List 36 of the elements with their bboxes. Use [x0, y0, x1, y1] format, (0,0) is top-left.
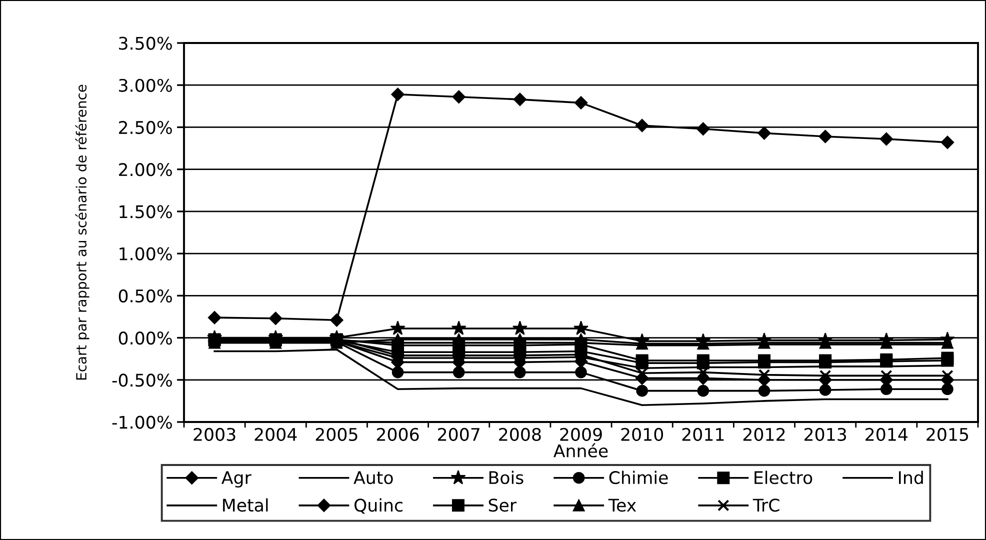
legend-label: Auto — [354, 471, 393, 484]
legend-label: Chimie — [609, 470, 668, 484]
legend-label: Electro — [754, 470, 812, 484]
legend-label: Ser — [488, 498, 517, 512]
y-tick-label: 2.00% — [119, 163, 172, 176]
y-tick-label: 0.50% — [118, 289, 172, 303]
x-tick-label: 2011 — [682, 428, 724, 441]
x-tick-label: 2015 — [926, 428, 968, 441]
x-tick-label: 2003 — [194, 428, 236, 441]
x-tick-label: 2009 — [560, 428, 602, 441]
y-tick-label: 2.50% — [119, 120, 172, 134]
x-tick-label: 2008 — [499, 428, 541, 441]
legend-label: Bois — [489, 470, 524, 484]
x-tick-label: 2012 — [743, 428, 785, 441]
y-tick-label: -0.50% — [112, 374, 172, 387]
y-tick-label: 3.50% — [119, 36, 172, 50]
x-axis-title: Année — [554, 443, 608, 458]
x-tick-label: 2005 — [316, 428, 358, 441]
x-tick-label: 2014 — [866, 428, 908, 441]
y-tick-label: 0.00% — [118, 331, 172, 345]
legend-label: Metal — [223, 498, 268, 512]
y-tick-label: -1.00% — [112, 416, 172, 429]
x-tick-label: 2013 — [804, 428, 846, 441]
x-tick-label: 2004 — [254, 428, 297, 441]
x-tick-label: 2006 — [376, 428, 419, 441]
y-tick-label: 1.50% — [120, 205, 172, 218]
y-tick-label: 3.00% — [119, 78, 172, 92]
legend-label: Quinc — [354, 498, 402, 514]
y-tick-label: 1.00% — [120, 247, 172, 260]
legend-label: Ind — [899, 470, 923, 484]
legend-label: TrC — [752, 498, 780, 512]
x-tick-label: 2007 — [438, 428, 480, 441]
legend-label: Tex — [608, 498, 636, 512]
x-tick-label: 2010 — [621, 428, 664, 441]
y-axis-title: Ecart par rapport au scénario de référence — [75, 84, 90, 380]
legend-label: Agr — [222, 471, 252, 488]
